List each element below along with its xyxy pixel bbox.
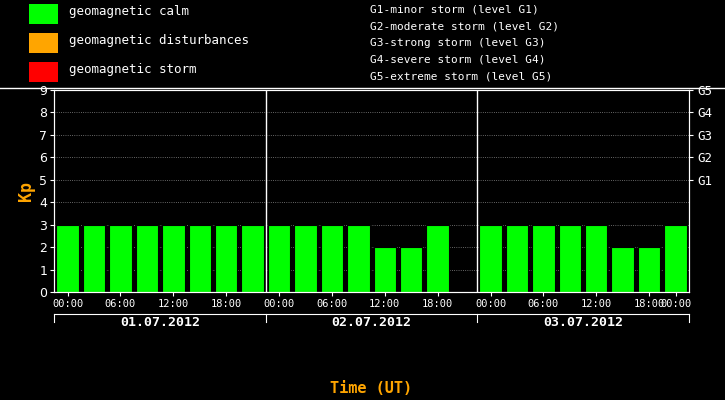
Bar: [585, 225, 608, 292]
Bar: [268, 225, 290, 292]
Bar: [532, 225, 555, 292]
Text: 02.07.2012: 02.07.2012: [331, 316, 412, 329]
Bar: [506, 225, 529, 292]
Bar: [400, 247, 423, 292]
Y-axis label: Kp: Kp: [17, 181, 36, 201]
Bar: [29, 34, 58, 53]
Bar: [347, 225, 370, 292]
Bar: [241, 225, 264, 292]
Text: G5-extreme storm (level G5): G5-extreme storm (level G5): [370, 71, 552, 81]
Text: Time (UT): Time (UT): [331, 381, 413, 396]
Text: geomagnetic calm: geomagnetic calm: [69, 5, 189, 18]
Bar: [558, 225, 581, 292]
Bar: [29, 4, 58, 24]
Text: geomagnetic storm: geomagnetic storm: [69, 63, 196, 76]
Bar: [320, 225, 343, 292]
Text: 03.07.2012: 03.07.2012: [543, 316, 623, 329]
Bar: [294, 225, 317, 292]
Bar: [29, 62, 58, 82]
Bar: [479, 225, 502, 292]
Text: G4-severe storm (level G4): G4-severe storm (level G4): [370, 54, 545, 64]
Bar: [611, 247, 634, 292]
Text: G3-strong storm (level G3): G3-strong storm (level G3): [370, 38, 545, 48]
Bar: [664, 225, 687, 292]
Text: geomagnetic disturbances: geomagnetic disturbances: [69, 34, 249, 47]
Text: G2-moderate storm (level G2): G2-moderate storm (level G2): [370, 21, 559, 31]
Bar: [57, 225, 79, 292]
Bar: [215, 225, 237, 292]
Text: G1-minor storm (level G1): G1-minor storm (level G1): [370, 4, 539, 14]
Bar: [373, 247, 396, 292]
Text: 01.07.2012: 01.07.2012: [120, 316, 200, 329]
Bar: [426, 225, 449, 292]
Bar: [162, 225, 185, 292]
Bar: [188, 225, 211, 292]
Bar: [83, 225, 105, 292]
Bar: [109, 225, 132, 292]
Bar: [136, 225, 158, 292]
Bar: [638, 247, 660, 292]
